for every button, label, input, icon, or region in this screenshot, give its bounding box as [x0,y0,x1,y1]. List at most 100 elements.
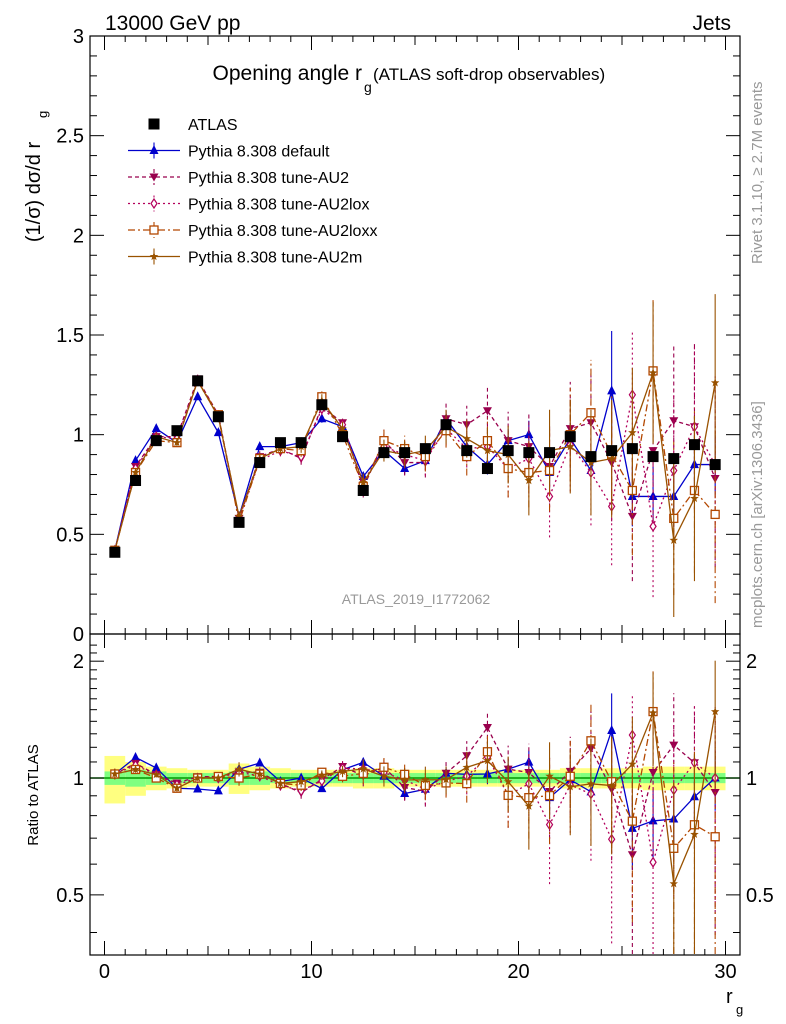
data-point [483,446,492,455]
legend-entry-au2lox: Pythia 8.308 tune-AU2lox [128,195,369,214]
data-point [357,484,369,496]
x-tick-label: 10 [300,961,322,983]
legend-entry-au2m: Pythia 8.308 tune-AU2m [128,248,362,267]
data-point [688,439,700,451]
ratio-point [276,778,285,787]
x-tick-label: 20 [507,961,529,983]
data-point [171,425,183,437]
legend: ATLAS Pythia 8.308 default Pythia 8.308 tu… [128,117,377,267]
ratio-point [318,775,326,787]
data-point [607,454,616,463]
data-point [628,428,637,437]
ratio-point [296,777,306,786]
plot-title: Opening angle r g (ATLAS soft-drop obser… [213,62,606,95]
data-point [131,455,141,465]
ratio-point [648,708,658,717]
data-point [462,434,471,443]
legend-label: ATLAS [188,117,238,134]
data-point [606,445,618,457]
legend-marker [149,145,159,154]
header-category: Jets [692,12,731,35]
series-line [114,379,716,551]
ratio-point [172,783,182,792]
x-tick-label: 0 [99,961,110,983]
data-point [150,435,162,447]
data-point [233,516,245,528]
y-tick-label: 1 [73,425,84,447]
data-point [668,453,680,465]
ratio-point [524,801,534,810]
data-point [172,438,182,447]
y-tick-label: 1.5 [56,325,84,347]
series-line [114,370,716,551]
ratio-point [151,762,161,772]
data-point [482,407,492,416]
data-point [338,424,347,433]
y-tick-label: 2 [73,225,84,247]
series-line [114,390,716,551]
legend-label: Pythia 8.308 tune-AU2m [188,250,362,267]
x-tick-label: 30 [714,961,736,983]
ratio-point [317,770,327,779]
data-point [481,463,493,475]
ratio-point [421,775,430,784]
data-point [690,494,699,503]
ratio-y-tick-label-right: 0.5 [746,885,774,907]
data-point [295,437,307,449]
ratio-point [214,773,223,782]
data-point [130,475,142,487]
data-point [648,368,658,377]
legend-label: Pythia 8.308 tune-AU2 [188,170,349,187]
ratio-point [338,766,347,775]
ratio-series-au2m [110,660,720,954]
ratio-point [255,757,265,767]
ratio-point [649,856,657,868]
data-point [234,511,244,520]
mcplots-label: mcplots.cern.ch [arXiv:1306.3436] [749,401,766,628]
ratio-point [628,759,637,768]
data-point [710,378,720,387]
series-atlas [109,375,721,558]
ratio-frame [89,633,741,956]
y-tick-label: 0.5 [56,524,84,546]
data-point [626,443,638,455]
data-point [461,445,473,457]
data-point [316,399,328,411]
ratio-point [359,764,368,773]
ratio-point [400,775,409,784]
legend-label: Pythia 8.308 tune-AU2loxx [188,223,377,240]
series-au2lox [111,330,719,598]
data-point [502,445,514,457]
legend-marker [149,252,159,261]
ratio-point [110,769,120,778]
ratio-series-line [114,711,716,887]
legend-marker [149,225,159,235]
data-point [212,411,224,423]
title-paren: (ATLAS soft-drop observables) [373,65,605,84]
data-point [709,459,721,471]
legend-marker [148,118,160,130]
data-point [337,431,349,443]
ratio-point [462,762,471,771]
data-point [564,431,576,443]
ratio-point [193,783,203,793]
data-point [586,458,596,467]
ratio-point [586,779,596,788]
data-point [399,447,411,459]
y-axis-label-text: (1/σ) dσ/d r [23,142,45,243]
ratio-point [234,764,244,773]
ratio-point [607,724,617,734]
ratio-point [566,782,575,791]
y-axis-label-main: (1/σ) dσ/d r g [23,111,50,242]
y-axis-label-ratio: Ratio to ATLAS [25,744,42,845]
y-tick-label: 2.5 [56,126,84,148]
ratio-point [255,769,264,778]
legend-entry-atlas: ATLAS [148,117,238,134]
data-point [359,478,368,487]
ratio-point [503,777,513,786]
data-point [213,427,223,437]
data-point [151,423,161,433]
axes: 0 10 20 30 0 0.5 1 1.5 2 2.5 3 0.5 0.5 1 1 2 2 [56,26,774,983]
analysis-label: ATLAS_2019_I1772062 [342,591,491,607]
